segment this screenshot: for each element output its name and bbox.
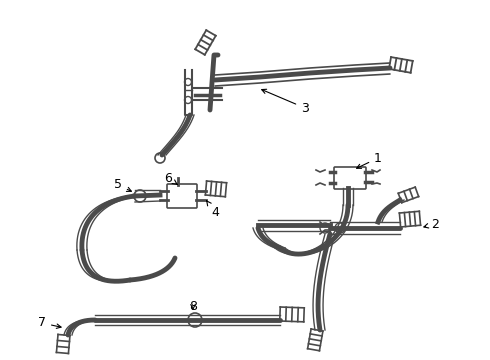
- Text: 7: 7: [38, 316, 61, 329]
- Text: 8: 8: [189, 300, 197, 312]
- Text: 6: 6: [164, 171, 177, 184]
- FancyBboxPatch shape: [334, 167, 366, 189]
- FancyBboxPatch shape: [167, 184, 197, 208]
- Text: 3: 3: [262, 89, 309, 114]
- Text: 4: 4: [206, 201, 219, 219]
- Text: 1: 1: [357, 152, 382, 168]
- Text: 5: 5: [114, 179, 131, 192]
- Text: 2: 2: [424, 217, 439, 230]
